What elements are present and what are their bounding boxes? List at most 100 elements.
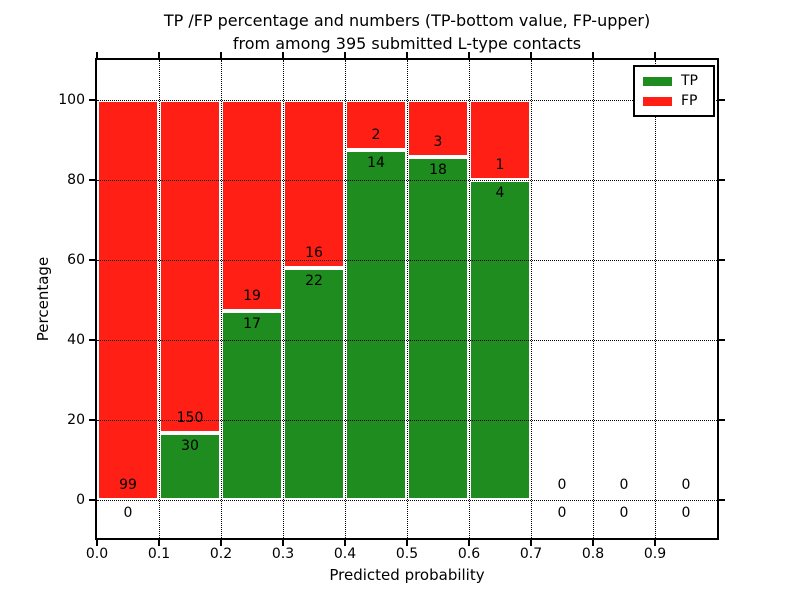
x-gridline	[283, 60, 284, 538]
x-tick-bottom	[220, 540, 222, 546]
y-tick-right	[719, 259, 725, 261]
legend: TP FP	[633, 65, 715, 117]
y-tick-label: 100	[58, 92, 85, 108]
x-tick-top	[592, 52, 594, 58]
fp-bar-segment	[283, 100, 345, 269]
x-tick-label: 0.6	[457, 546, 481, 562]
y-tick-left	[89, 339, 95, 341]
y-tick-right	[719, 419, 725, 421]
x-tick-top	[220, 52, 222, 58]
tp-count-label: 0	[681, 505, 691, 521]
x-tick-label: 0.1	[147, 546, 171, 562]
tp-count-label: 18	[429, 162, 447, 179]
y-tick-label: 40	[67, 332, 85, 348]
fp-bar-segment	[469, 100, 531, 180]
tp-swatch-icon	[643, 76, 672, 86]
y-tick-label: 20	[67, 412, 85, 428]
x-tick-top	[158, 52, 160, 58]
x-tick-top	[282, 52, 284, 58]
x-gridline	[407, 60, 408, 538]
x-gridline	[531, 60, 532, 538]
x-tick-bottom	[344, 540, 346, 546]
tp-bar-segment	[407, 157, 469, 500]
x-tick-label: 0.4	[333, 546, 357, 562]
x-tick-label: 0.3	[271, 546, 295, 562]
x-tick-bottom	[468, 540, 470, 546]
x-gridline	[159, 60, 160, 538]
legend-item-tp: TP	[643, 71, 713, 91]
x-tick-bottom	[282, 540, 284, 546]
y-tick-label: 80	[67, 172, 85, 188]
x-tick-bottom	[96, 540, 98, 546]
x-tick-top	[468, 52, 470, 58]
tp-count-label: 30	[181, 438, 199, 455]
tp-bar-segment	[283, 268, 345, 500]
chart-title-line2: from among 395 submitted L-type contacts	[232, 34, 582, 53]
fp-bar-segment	[345, 100, 407, 150]
x-tick-top	[96, 52, 98, 58]
legend-item-fp: FP	[643, 91, 713, 111]
y-tick-right	[719, 179, 725, 181]
x-tick-label: 0.0	[85, 546, 109, 562]
fp-bar-segment	[407, 100, 469, 158]
legend-label-fp: FP	[681, 93, 698, 109]
tp-bar-segment	[221, 311, 283, 500]
fp-count-label: 0	[681, 477, 691, 493]
x-tick-top	[344, 52, 346, 58]
fp-count-label: 2	[371, 127, 381, 143]
x-gridline	[593, 60, 594, 538]
x-tick-label: 0.5	[395, 546, 419, 562]
y-tick-label: 0	[76, 492, 85, 508]
fp-count-label: 19	[243, 288, 261, 305]
x-gridline	[221, 60, 222, 538]
tp-count-label: 22	[305, 273, 323, 290]
tp-count-label: 4	[495, 185, 505, 201]
chart-title-line1: TP /FP percentage and numbers (TP-bottom…	[163, 11, 651, 30]
x-tick-top	[406, 52, 408, 58]
x-tick-bottom	[530, 540, 532, 546]
y-tick-left	[89, 499, 95, 501]
x-tick-top	[530, 52, 532, 58]
tp-count-label: 0	[619, 505, 629, 521]
fp-count-label: 1	[495, 157, 505, 173]
tp-count-label: 14	[367, 155, 385, 171]
tp-bar-segment	[345, 150, 407, 500]
y-tick-left	[89, 259, 95, 261]
fp-count-label: 16	[305, 245, 323, 262]
y-tick-right	[719, 99, 725, 101]
fp-bar-segment	[97, 100, 159, 500]
y-tick-label: 60	[67, 252, 85, 268]
fp-count-label: 0	[557, 477, 567, 493]
fp-count-label: 3	[433, 134, 443, 151]
x-tick-bottom	[592, 540, 594, 546]
x-gridline	[345, 60, 346, 538]
x-axis-label: Predicted probability	[329, 566, 485, 584]
x-tick-label: 0.9	[643, 546, 667, 562]
x-tick-bottom	[158, 540, 160, 546]
plot-area: Percentage Predicted probability TP FP 0…	[34, 52, 725, 584]
x-tick-label: 0.2	[209, 546, 233, 562]
fp-bar-segment	[221, 100, 283, 312]
x-tick-bottom	[406, 540, 408, 546]
fp-count-label: 150	[176, 410, 204, 427]
tp-count-label: 17	[243, 316, 261, 333]
tp-count-label: 0	[557, 505, 567, 521]
tp-count-label: 0	[123, 505, 133, 521]
y-tick-left	[89, 179, 95, 181]
y-tick-left	[89, 419, 95, 421]
fp-count-label: 0	[619, 477, 629, 493]
chart-title: TP /FP percentage and numbers (TP-bottom…	[14, 9, 800, 55]
y-tick-right	[719, 339, 725, 341]
y-tick-left	[89, 99, 95, 101]
fp-bar-segment	[159, 100, 221, 434]
x-tick-bottom	[654, 540, 656, 546]
x-gridline	[469, 60, 470, 538]
fp-count-label: 99	[119, 477, 137, 493]
x-tick-label: 0.8	[581, 546, 605, 562]
legend-label-tp: TP	[681, 73, 698, 89]
x-tick-top	[654, 52, 656, 58]
x-gridline	[655, 60, 656, 538]
fp-swatch-icon	[643, 96, 672, 106]
tp-bar-segment	[159, 433, 221, 500]
